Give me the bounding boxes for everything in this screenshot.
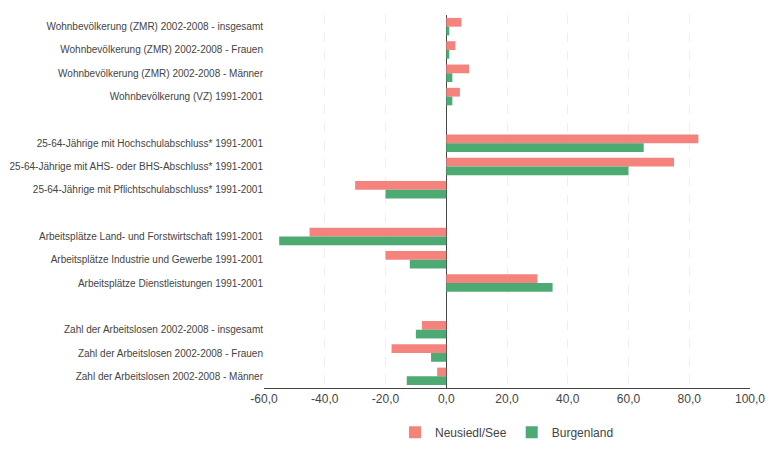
- svg-text:Zahl der Arbeitslosen 2002-200: Zahl der Arbeitslosen 2002-2008 - Frauen: [78, 348, 263, 359]
- svg-text:40,0: 40,0: [556, 392, 580, 406]
- svg-text:Burgenland: Burgenland: [552, 426, 613, 440]
- svg-text:Zahl der Arbeitslosen 2002-200: Zahl der Arbeitslosen 2002-2008 - insges…: [64, 324, 263, 335]
- svg-text:Wohnbevölkerung (ZMR) 2002-200: Wohnbevölkerung (ZMR) 2002-2008 - Männer: [58, 68, 264, 79]
- svg-text:25-64-Jährige mit Hochschulabs: 25-64-Jährige mit Hochschulabschluss* 19…: [37, 138, 264, 149]
- svg-text:0,0: 0,0: [438, 392, 455, 406]
- svg-text:Arbeitsplätze Industrie und Ge: Arbeitsplätze Industrie und Gewerbe 1991…: [51, 254, 264, 265]
- svg-text:20,0: 20,0: [495, 392, 519, 406]
- svg-text:Arbeitsplätze Dienstleistungen: Arbeitsplätze Dienstleistungen 1991-2001: [78, 278, 264, 289]
- svg-text:-60,0: -60,0: [250, 392, 278, 406]
- svg-text:25-64-Jährige mit Pflichtschul: 25-64-Jährige mit Pflichtschulabschluss*…: [33, 184, 264, 195]
- svg-text:-40,0: -40,0: [311, 392, 339, 406]
- svg-text:Wohnbevölkerung (ZMR) 2002-200: Wohnbevölkerung (ZMR) 2002-2008 - Frauen: [60, 44, 263, 55]
- svg-text:100,0: 100,0: [735, 392, 765, 406]
- svg-text:Neusiedl/See: Neusiedl/See: [435, 426, 507, 440]
- svg-text:60,0: 60,0: [617, 392, 641, 406]
- svg-text:Zahl der Arbeitslosen 2002-200: Zahl der Arbeitslosen 2002-2008 - Männer: [76, 371, 264, 382]
- svg-text:Arbeitsplätze Land- und Forstw: Arbeitsplätze Land- und Forstwirtschaft …: [39, 231, 263, 242]
- svg-text:25-64-Jährige mit AHS- oder BH: 25-64-Jährige mit AHS- oder BHS-Abschlus…: [10, 161, 264, 172]
- svg-text:80,0: 80,0: [678, 392, 702, 406]
- svg-text:-20,0: -20,0: [372, 392, 400, 406]
- svg-text:Wohnbevölkerung (ZMR) 2002-200: Wohnbevölkerung (ZMR) 2002-2008 - insges…: [46, 21, 263, 32]
- svg-text:Wohnbevölkerung (VZ) 1991-2001: Wohnbevölkerung (VZ) 1991-2001: [110, 91, 264, 102]
